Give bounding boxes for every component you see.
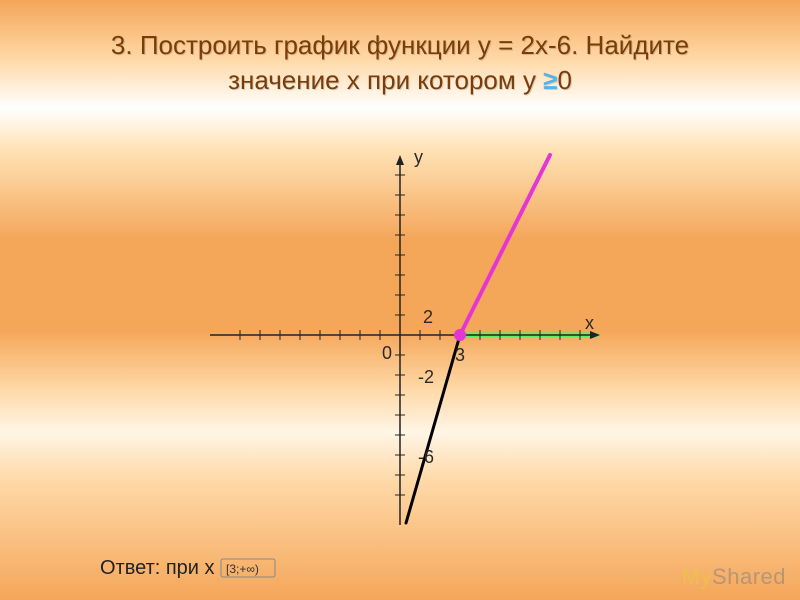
chart-svg <box>200 145 600 525</box>
watermark-my: My <box>682 564 712 589</box>
answer-text: Ответ: при x [3;+∞) <box>100 556 280 580</box>
label-2: 2 <box>423 307 433 328</box>
geq-symbol: ≥ <box>543 65 557 95</box>
title-line2b: 0 <box>557 65 571 95</box>
label-neg6: -6 <box>418 447 434 468</box>
label-3: 3 <box>455 345 465 366</box>
origin-label: 0 <box>382 343 392 364</box>
y-axis-label: y <box>414 147 423 168</box>
interval-graphic: [3;+∞) <box>220 556 280 580</box>
x-axis-label: x <box>585 313 594 334</box>
title-line1: 3. Построить график функции y = 2x-6. На… <box>111 30 689 60</box>
answer-prefix: Ответ: при x <box>100 557 220 579</box>
slide-title: 3. Построить график функции y = 2x-6. На… <box>0 0 800 98</box>
label-neg2: -2 <box>418 367 434 388</box>
svg-text:[3;+∞): [3;+∞) <box>226 562 259 576</box>
title-line2a: значение x при котором y <box>228 65 543 95</box>
watermark-shared: Shared <box>712 564 786 589</box>
watermark: MyShared <box>682 564 786 590</box>
chart-area: y x 0 2 3 -2 -6 <box>200 145 600 525</box>
